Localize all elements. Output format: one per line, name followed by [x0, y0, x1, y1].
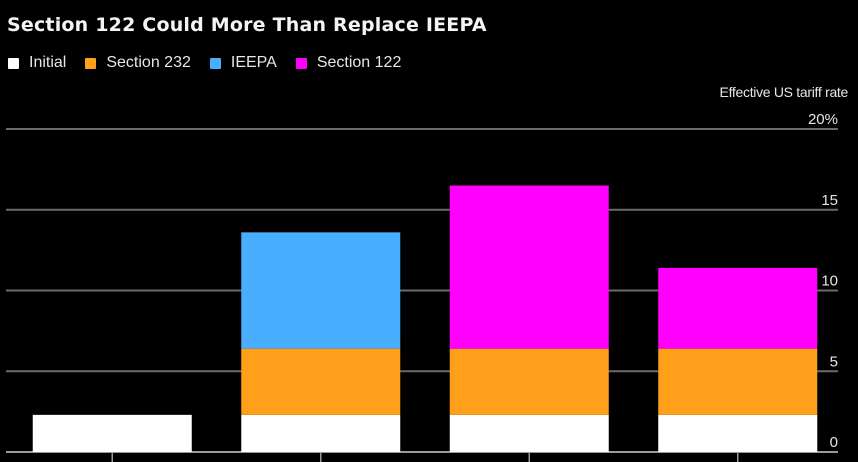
- legend-swatch: [295, 57, 307, 69]
- legend-swatch: [85, 57, 97, 69]
- legend-label: Initial: [29, 54, 67, 71]
- legend-swatch: [209, 57, 221, 69]
- y-tick-label: 20%: [808, 111, 838, 128]
- bar-segment-section-232: [449, 348, 609, 415]
- legend-label: IEEPA: [230, 54, 277, 71]
- bar-segment-initial: [241, 414, 401, 452]
- y-tick-label: 0: [830, 434, 838, 451]
- bar-segment-initial: [658, 414, 818, 452]
- y-axis-label: Effective US tariff rate: [719, 84, 849, 100]
- bar-segment-initial: [449, 414, 609, 452]
- y-tick-label: 5: [830, 353, 838, 370]
- legend-item-initial: Initial: [8, 54, 66, 72]
- bar-segment-section-232: [658, 348, 818, 415]
- bar-segment-section-232: [241, 348, 401, 415]
- bar-segment-section-122: [658, 267, 818, 349]
- legend-label: Section 232: [106, 54, 191, 71]
- bar-segment-initial: [32, 414, 192, 452]
- legend-swatch: [8, 57, 19, 69]
- legend-item-section-122: Section 122: [295, 54, 402, 72]
- chart-title: Section 122 Could More Than Replace IEEP…: [7, 14, 487, 36]
- legend-item-section-232: Section 232: [85, 54, 191, 72]
- y-tick-label: 10: [821, 273, 838, 290]
- legend: Initial Section 232 IEEPA Section 122: [8, 54, 420, 72]
- y-tick-label: 15: [821, 192, 838, 209]
- legend-label: Section 122: [316, 54, 402, 71]
- legend-item-ieepa: IEEPA: [209, 54, 277, 72]
- bar-segment-section-122: [449, 185, 609, 349]
- bar-segment-ieepa: [241, 232, 401, 349]
